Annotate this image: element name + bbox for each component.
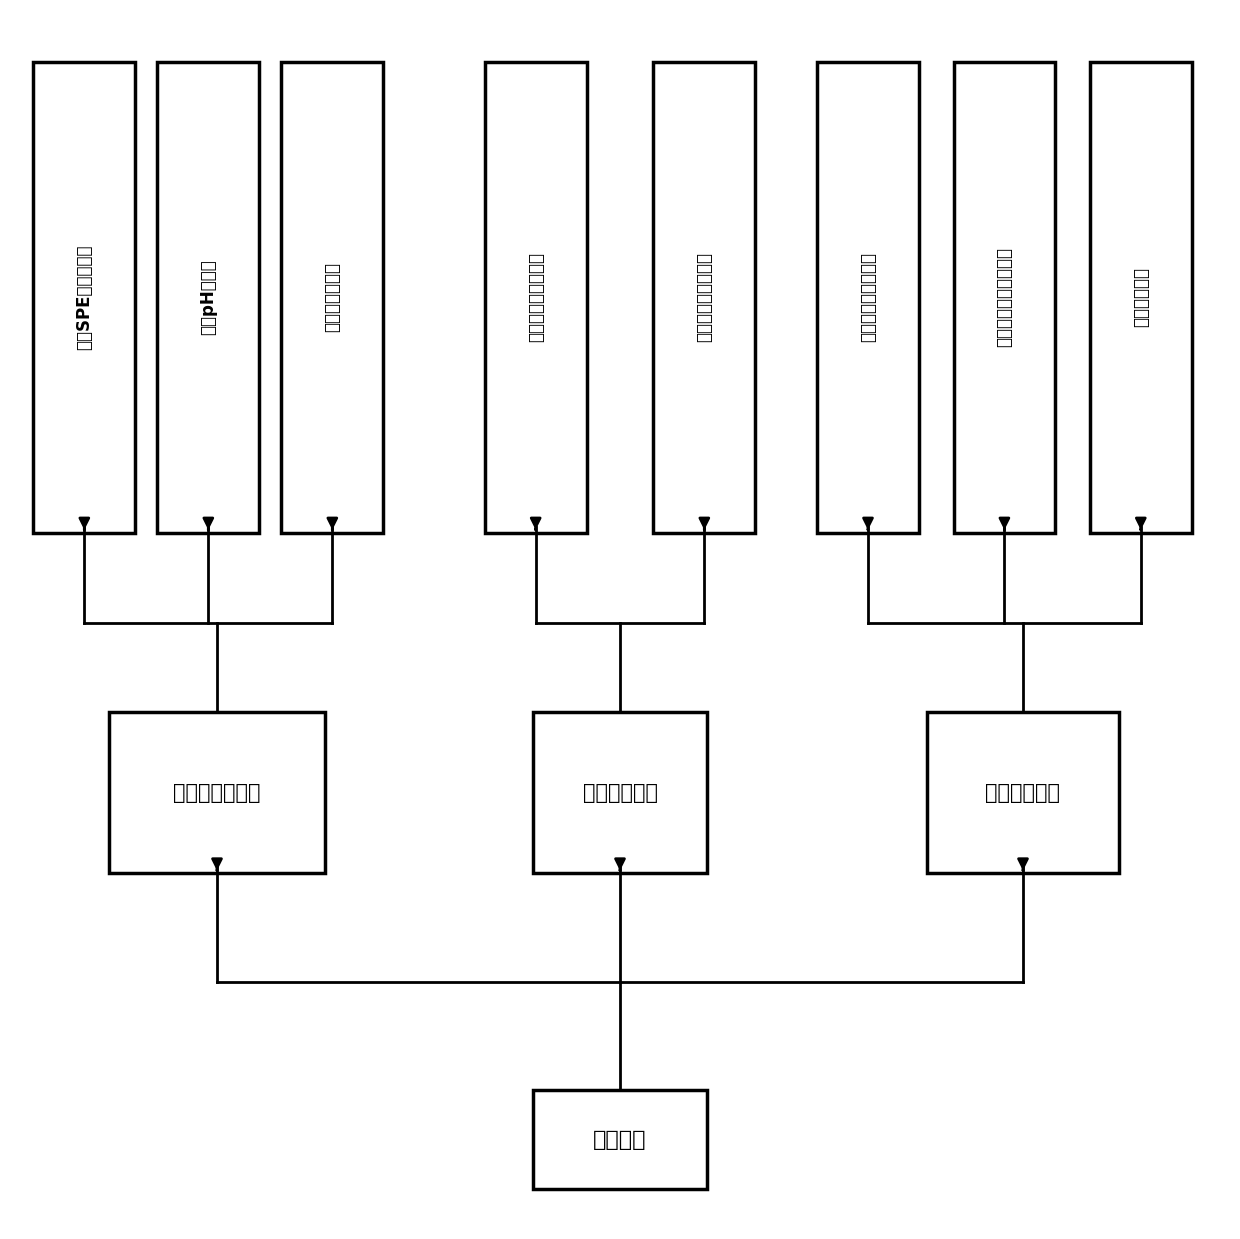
Text: 标准工作曲线的确定: 标准工作曲线的确定 bbox=[859, 253, 877, 342]
Bar bbox=[926, 712, 1118, 873]
Text: 样品前处理优化: 样品前处理优化 bbox=[174, 783, 260, 803]
Text: 运行效果测定: 运行效果测定 bbox=[986, 783, 1060, 803]
Text: 分析方法: 分析方法 bbox=[593, 1130, 647, 1150]
Bar bbox=[33, 62, 135, 533]
Text: 最佳SPE填料的确定: 最佳SPE填料的确定 bbox=[76, 244, 93, 351]
Bar bbox=[954, 62, 1055, 533]
Bar bbox=[485, 62, 587, 533]
Bar bbox=[817, 62, 919, 533]
Text: 质谱运行参数的优化: 质谱运行参数的优化 bbox=[696, 253, 713, 342]
Bar bbox=[533, 712, 707, 873]
Text: 检测方法优化: 检测方法优化 bbox=[583, 783, 657, 803]
Text: 液相色谱参数的优化: 液相色谱参数的优化 bbox=[527, 253, 544, 342]
Bar bbox=[109, 712, 325, 873]
Text: 洗脱溶剂的确定: 洗脱溶剂的确定 bbox=[324, 263, 341, 332]
Bar bbox=[157, 62, 259, 533]
Text: 检出限和定量限的确定: 检出限和定量限的确定 bbox=[996, 248, 1013, 347]
Bar bbox=[1090, 62, 1192, 533]
Text: 最佳pH的确定: 最佳pH的确定 bbox=[200, 259, 217, 336]
Text: 实际水样测定: 实际水样测定 bbox=[1132, 268, 1149, 327]
Bar bbox=[533, 1090, 707, 1189]
Bar bbox=[653, 62, 755, 533]
Bar bbox=[281, 62, 383, 533]
